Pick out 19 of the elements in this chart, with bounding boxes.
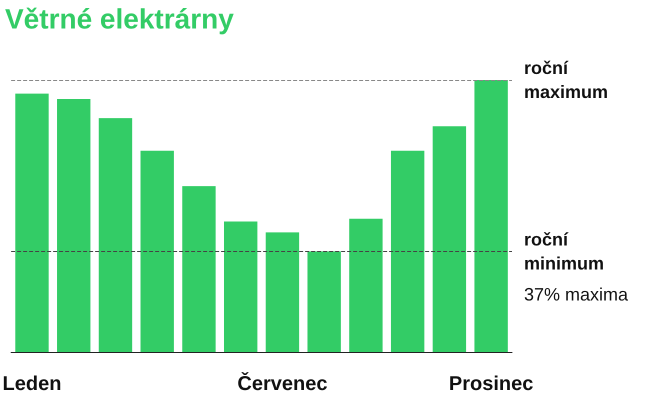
bar	[432, 126, 466, 352]
chart-title: Větrné elektrárny	[5, 4, 234, 34]
bar	[349, 218, 383, 352]
x-tick-label: Červenec	[237, 372, 328, 395]
bar	[182, 186, 216, 352]
text: 37% maxima	[524, 284, 630, 304]
bar	[57, 99, 90, 352]
bar	[390, 150, 424, 352]
ref-line-label: roční maximum	[524, 58, 608, 102]
x-tick-label: Leden	[2, 373, 62, 395]
ref-line-label: roční minimum	[524, 229, 604, 274]
bar	[98, 118, 132, 352]
bar	[474, 80, 508, 352]
bar	[140, 150, 174, 352]
bar	[224, 221, 258, 352]
bar	[307, 251, 341, 352]
x-tick-label: Prosinec	[448, 373, 534, 395]
bar	[266, 232, 300, 352]
bar	[15, 94, 49, 352]
